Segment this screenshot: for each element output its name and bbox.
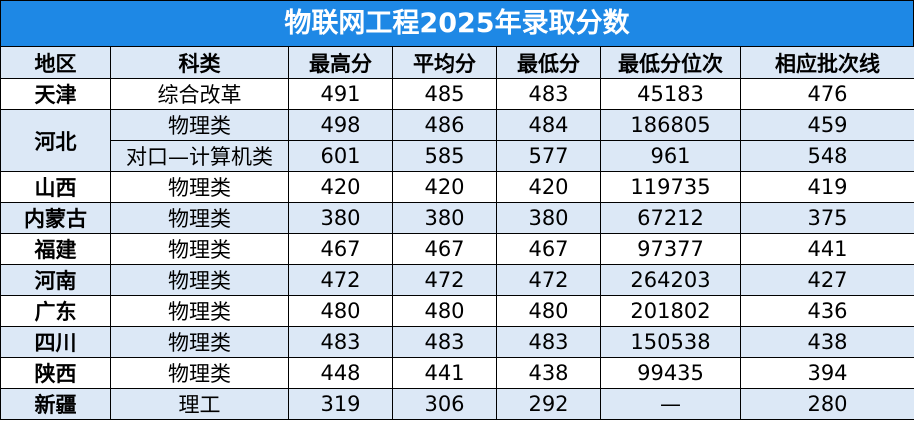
table-cell: 498: [288, 109, 393, 141]
table-cell: 物理类: [110, 171, 289, 203]
table-cell: 483: [288, 326, 393, 358]
table-cell: 380: [288, 202, 393, 234]
table-cell: 467: [496, 233, 601, 265]
table-cell: 480: [392, 295, 497, 327]
table-cell: 486: [392, 109, 497, 141]
table-cell: 491: [288, 78, 393, 110]
table-cell: 物理类: [110, 109, 289, 141]
region-cell: 陕西: [0, 357, 111, 389]
table-cell: 物理类: [110, 295, 289, 327]
header-cell: 最低分位次: [600, 46, 741, 79]
table-cell: 441: [392, 357, 497, 389]
table-row: 广东 物理类 480 480 480 201802 436: [0, 295, 914, 327]
table-cell: 480: [288, 295, 393, 327]
table-cell: 438: [496, 357, 601, 389]
table-cell: 420: [392, 171, 497, 203]
header-row: 地区 科类 最高分 平均分 最低分 最低分位次 相应批次线: [0, 46, 914, 79]
table-cell: 459: [740, 109, 914, 141]
table-row: 陕西 物理类 448 441 438 99435 394: [0, 357, 914, 389]
table-cell: 物理类: [110, 264, 289, 296]
header-cell: 科类: [110, 46, 289, 79]
table-cell: 物理类: [110, 202, 289, 234]
table-cell: 427: [740, 264, 914, 296]
table-cell: —: [600, 388, 741, 420]
region-cell: 四川: [0, 326, 111, 358]
table-body: 天津 综合改革 491 485 483 45183 476 河北 物理类 498 486 484 186…: [0, 78, 914, 420]
table-cell: 548: [740, 140, 914, 172]
table-cell: 380: [392, 202, 497, 234]
table-cell: 67212: [600, 202, 741, 234]
table-cell: 485: [392, 78, 497, 110]
table-cell: 394: [740, 357, 914, 389]
title: 物联网工程2025年录取分数: [0, 0, 914, 46]
table-cell: 306: [392, 388, 497, 420]
table-cell: 物理类: [110, 326, 289, 358]
table-cell: 物理类: [110, 357, 289, 389]
table-cell: 419: [740, 171, 914, 203]
region-cell: 广东: [0, 295, 111, 327]
table-cell: 380: [496, 202, 601, 234]
region-cell: 福建: [0, 233, 111, 265]
table-cell: 99435: [600, 357, 741, 389]
table-row: 四川 物理类 483 483 483 150538 438: [0, 326, 914, 358]
table-cell: 441: [740, 233, 914, 265]
table-cell: 201802: [600, 295, 741, 327]
table-cell: 420: [496, 171, 601, 203]
table-row: 新疆 理工 319 306 292—280: [0, 388, 914, 420]
table-cell: 375: [740, 202, 914, 234]
table-cell: 577: [496, 140, 601, 172]
table-cell: 119735: [600, 171, 741, 203]
table-cell: 理工: [110, 388, 289, 420]
header-cell: 平均分: [392, 46, 497, 79]
table-cell: 476: [740, 78, 914, 110]
table-cell: 472: [392, 264, 497, 296]
table-cell: 467: [392, 233, 497, 265]
table-cell: 150538: [600, 326, 741, 358]
table-cell: 280: [740, 388, 914, 420]
table-cell: 物理类: [110, 233, 289, 265]
table-row: 内蒙古 物理类 380 380 380 67212 375: [0, 202, 914, 234]
region-cell: 内蒙古: [0, 202, 111, 234]
header-cell: 最高分: [288, 46, 393, 79]
region-cell: 山西: [0, 171, 111, 203]
table-cell: 601: [288, 140, 393, 172]
table-cell: 436: [740, 295, 914, 327]
table-row: 河南 物理类 472 472 472 264203 427: [0, 264, 914, 296]
table-cell: 448: [288, 357, 393, 389]
table-cell: 264203: [600, 264, 741, 296]
table-cell: 186805: [600, 109, 741, 141]
table-cell: 45183: [600, 78, 741, 110]
region-cell: 河北: [0, 109, 111, 172]
table-cell: 292: [496, 388, 601, 420]
table-cell: 483: [496, 326, 601, 358]
table-cell: 对口—计算机类: [110, 140, 289, 172]
table-cell: 420: [288, 171, 393, 203]
table-cell: 97377: [600, 233, 741, 265]
table: 地区 科类 最高分 平均分 最低分 最低分位次 相应批次线 天津 综合改革 491 485 483 4…: [0, 46, 914, 420]
header-cell: 最低分: [496, 46, 601, 79]
table-cell: 483: [496, 78, 601, 110]
table-cell: 467: [288, 233, 393, 265]
table-cell: 472: [288, 264, 393, 296]
table-row: 天津 综合改革 491 485 483 45183 476: [0, 78, 914, 110]
table-cell: 472: [496, 264, 601, 296]
table-row: 河北 物理类 498 486 484 186805 459: [0, 109, 914, 172]
table-cell: 438: [740, 326, 914, 358]
table-cell: 480: [496, 295, 601, 327]
table-row: 福建 物理类 467 467 467 97377 441: [0, 233, 914, 265]
region-cell: 天津: [0, 78, 111, 110]
table-cell: 319: [288, 388, 393, 420]
table-cell: 484: [496, 109, 601, 141]
table-cell: 585: [392, 140, 497, 172]
table-cell: 483: [392, 326, 497, 358]
header-cell: 地区: [0, 46, 111, 79]
header-cell: 相应批次线: [740, 46, 914, 79]
region-cell: 河南: [0, 264, 111, 296]
table-cell: 综合改革: [110, 78, 289, 110]
table-row: 对口—计算机类 601 585 577 961 548: [1, 140, 914, 172]
table-cell: 961: [600, 140, 741, 172]
table-row: 山西 物理类 420 420 420 119735 419: [0, 171, 914, 203]
region-cell: 新疆: [0, 388, 111, 420]
